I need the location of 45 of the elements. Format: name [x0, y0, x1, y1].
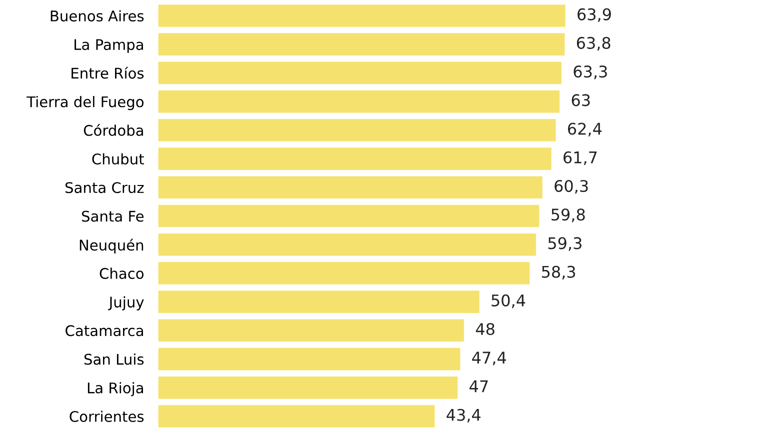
bar [158, 62, 562, 84]
bar [158, 148, 552, 170]
bar [158, 376, 458, 399]
data-label: 58,3 [542, 266, 576, 280]
bar [158, 348, 460, 370]
data-label: 63,8 [576, 36, 610, 51]
bar [158, 90, 560, 113]
data-label: 63,3 [574, 66, 607, 80]
data-label: 43,4 [446, 408, 481, 423]
data-label: 59,8 [552, 208, 585, 222]
y-tick-label: Entre Ríos [72, 66, 144, 79]
data-label: 48 [476, 322, 494, 336]
y-tick-label: Tierra del Fuego [26, 96, 144, 110]
data-label: 59,3 [548, 237, 582, 251]
bar [158, 119, 556, 142]
y-tick-label: Jujuy [108, 296, 144, 310]
y-tick-label: Neuquén [80, 238, 144, 254]
bar [158, 204, 540, 228]
y-tick-label: Santa Fe [82, 210, 144, 222]
y-tick-label: Chubut [92, 153, 144, 165]
bar [158, 176, 542, 199]
y-tick-label: San Luis [84, 354, 144, 365]
bar [158, 33, 565, 56]
y-tick-label: La Rioja [88, 382, 143, 396]
y-tick-label: Catamarca [66, 325, 143, 336]
data-label: 50,4 [492, 294, 526, 308]
y-tick-label: La Pampa [74, 39, 143, 53]
bar [158, 262, 530, 284]
data-label: 60,3 [554, 180, 588, 194]
bar [158, 405, 435, 428]
data-label: 63,9 [578, 8, 611, 22]
bar [158, 233, 536, 256]
data-label: 63 [572, 94, 590, 106]
data-label: 47,4 [472, 352, 506, 366]
y-tick-label: Corrientes [70, 410, 144, 422]
y-tick-label: Santa Cruz [65, 182, 144, 194]
data-label: 47 [470, 380, 488, 392]
data-label: 61,7 [564, 151, 597, 166]
bar [158, 4, 566, 27]
y-tick-label: Córdoba [84, 124, 143, 136]
data-label: 62,4 [568, 122, 602, 136]
bar [158, 290, 480, 313]
y-tick-label: Buenos Aires [50, 10, 144, 22]
bar [158, 319, 464, 342]
y-tick-label: Chaco [100, 268, 144, 279]
